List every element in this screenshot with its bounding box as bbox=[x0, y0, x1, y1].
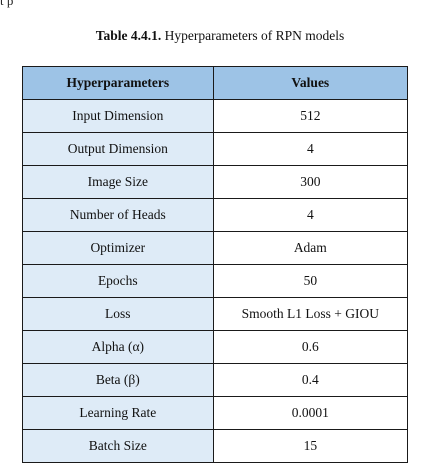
hyperparameter-name: Learning Rate bbox=[22, 396, 214, 430]
hyperparameter-name: Input Dimension bbox=[22, 99, 214, 133]
table-row: Epochs 50 bbox=[22, 264, 409, 298]
hyperparameter-name: Number of Heads bbox=[22, 198, 214, 232]
table-row: Batch Size 15 bbox=[22, 429, 409, 463]
previous-page-text-fragment: t p bbox=[0, 0, 14, 8]
table-row: Number of Heads 4 bbox=[22, 198, 409, 232]
table-caption-label: Table 4.4.1. bbox=[95, 28, 162, 43]
table-row: Optimizer Adam bbox=[22, 231, 409, 265]
hyperparameter-value: 4 bbox=[212, 132, 409, 166]
hyperparameters-table: Hyperparameters Values Input Dimension 5… bbox=[22, 66, 409, 463]
hyperparameter-value: Adam bbox=[212, 231, 409, 265]
hyperparameter-name: Output Dimension bbox=[22, 132, 214, 166]
hyperparameter-value: Smooth L1 Loss + GIOU bbox=[212, 297, 409, 331]
table-row: Image Size 300 bbox=[22, 165, 409, 199]
hyperparameter-value: 50 bbox=[212, 264, 409, 298]
hyperparameter-value: 0.6 bbox=[212, 330, 409, 364]
column-header-values: Values bbox=[212, 66, 409, 100]
hyperparameter-value: 0.0001 bbox=[212, 396, 409, 430]
hyperparameter-value: 300 bbox=[212, 165, 409, 199]
table-header-row: Hyperparameters Values bbox=[22, 66, 409, 100]
table-caption: Table 4.4.1. Hyperparameters of RPN mode… bbox=[0, 28, 440, 44]
hyperparameter-name: Optimizer bbox=[22, 231, 214, 265]
hyperparameter-value: 4 bbox=[212, 198, 409, 232]
hyperparameter-name: Epochs bbox=[22, 264, 214, 298]
table-row: Learning Rate 0.0001 bbox=[22, 396, 409, 430]
table-row: Alpha (α) 0.6 bbox=[22, 330, 409, 364]
table-caption-text: Hyperparameters of RPN models bbox=[161, 28, 345, 43]
hyperparameter-name: Loss bbox=[22, 297, 214, 331]
hyperparameter-value: 512 bbox=[212, 99, 409, 133]
table-row: Loss Smooth L1 Loss + GIOU bbox=[22, 297, 409, 331]
hyperparameter-name: Beta (β) bbox=[22, 363, 214, 397]
table-row: Beta (β) 0.4 bbox=[22, 363, 409, 397]
hyperparameter-name: Image Size bbox=[22, 165, 214, 199]
hyperparameter-name: Alpha (α) bbox=[22, 330, 214, 364]
column-header-hyperparameters: Hyperparameters bbox=[22, 66, 214, 100]
table-row: Input Dimension 512 bbox=[22, 99, 409, 133]
hyperparameter-value: 0.4 bbox=[212, 363, 409, 397]
table-row: Output Dimension 4 bbox=[22, 132, 409, 166]
hyperparameter-value: 15 bbox=[212, 429, 409, 463]
hyperparameter-name: Batch Size bbox=[22, 429, 214, 463]
